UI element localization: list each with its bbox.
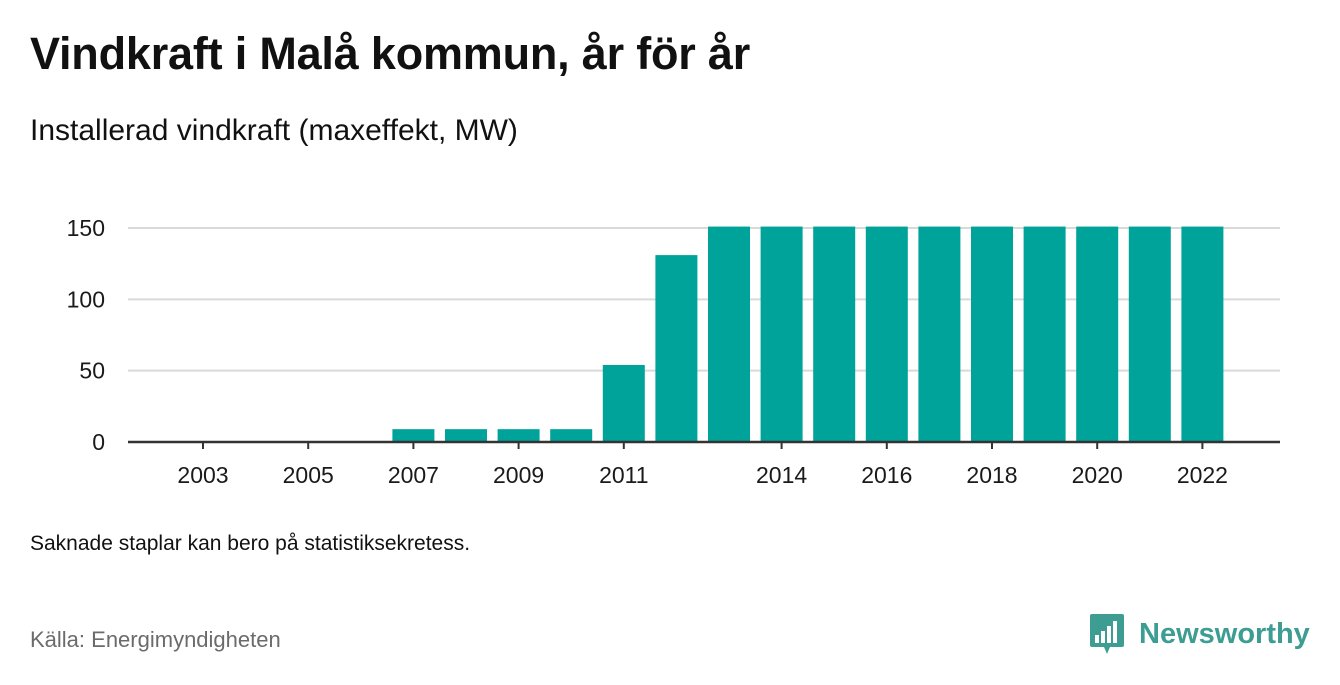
bar: [971, 226, 1013, 442]
chart-subtitle: Installerad vindkraft (maxeffekt, MW): [30, 114, 518, 147]
x-tick-label: 2009: [493, 462, 544, 488]
bars: [392, 226, 1224, 442]
brand-logo[interactable]: Newsworthy: [1089, 612, 1310, 656]
x-tick-label: 2005: [283, 462, 334, 488]
brand-name: Newsworthy: [1139, 617, 1310, 650]
bar: [1076, 226, 1119, 442]
y-tick-label: 100: [67, 286, 105, 312]
chart-title: Vindkraft i Malå kommun, år för år: [30, 28, 751, 79]
y-tick-label: 150: [67, 215, 105, 241]
axes: 0 50 100 150 2003 2005 2007 2009 2011 2014 2016 201…: [67, 215, 1280, 488]
x-tick-label: 2011: [599, 462, 648, 488]
x-tick-label: 2007: [388, 462, 439, 488]
x-tick-label: 2020: [1072, 462, 1123, 488]
y-tick-label: 0: [92, 429, 105, 455]
bar: [655, 255, 698, 442]
x-tick-label: 2022: [1177, 462, 1228, 488]
bar: [865, 226, 908, 442]
bar-chart: 0 50 100 150 2003 2005 2007 2009 2011 2014 2016 201…: [67, 215, 1280, 488]
x-tick-label: 2014: [756, 462, 807, 488]
bar: [1181, 226, 1224, 442]
bar: [760, 226, 803, 442]
bar: [392, 429, 435, 442]
bar: [1023, 226, 1066, 442]
bar: [918, 226, 961, 442]
footnote: Saknade staplar kan bero på statistiksek…: [30, 532, 471, 555]
x-tick-label: 2018: [966, 462, 1017, 488]
bar: [550, 429, 593, 442]
x-tick-label: 2016: [861, 462, 912, 488]
bar: [497, 429, 540, 442]
bar: [445, 429, 487, 442]
y-tick-label: 50: [79, 358, 105, 384]
bar-chart-speech-bubble-icon: [1090, 614, 1124, 654]
bar: [1128, 226, 1171, 442]
bar: [602, 364, 645, 442]
source-credit: Källa: Energimyndigheten: [30, 627, 281, 652]
bar: [708, 226, 750, 442]
bar: [813, 226, 856, 442]
x-tick-label: 2003: [177, 462, 228, 488]
